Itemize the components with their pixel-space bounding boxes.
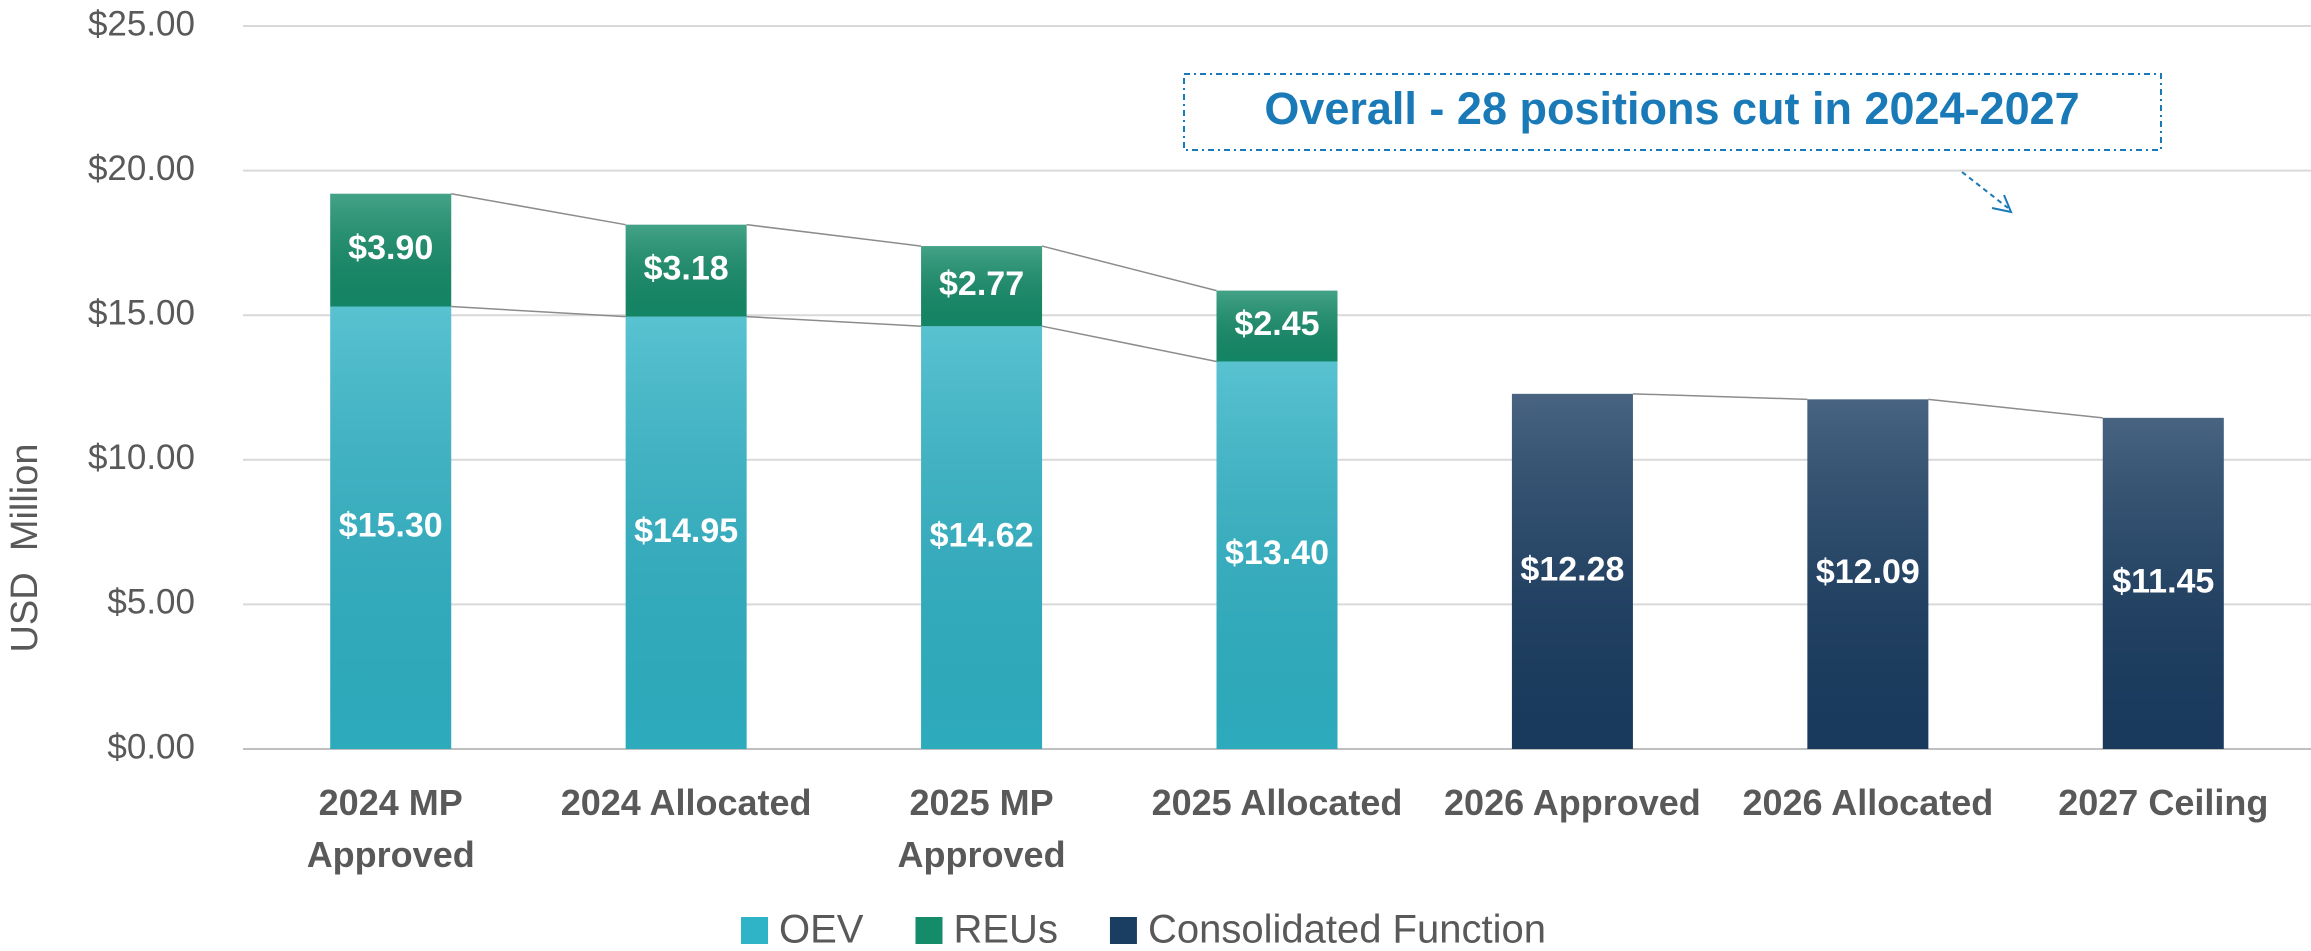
data-label: $12.28: [1520, 550, 1624, 588]
data-label: $2.45: [1234, 305, 1319, 343]
data-label: $2.77: [939, 265, 1024, 303]
bar-shade: [1216, 361, 1338, 749]
x-tick-label: 2024 Allocated: [560, 782, 812, 823]
legend-swatch: [1109, 917, 1137, 944]
data-label: $3.90: [348, 229, 433, 267]
legend-label: Consolidated Function: [1148, 908, 1546, 951]
x-tick-label: 2027 Ceiling: [2058, 782, 2269, 823]
legend-swatch: [915, 917, 943, 944]
y-tick-label: $20.00: [88, 149, 195, 188]
data-label: $14.95: [634, 512, 738, 550]
connector: [1632, 393, 1808, 401]
bar-shade: [330, 193, 452, 307]
legend-label: OEV: [779, 908, 864, 951]
bar-shade: [1511, 393, 1633, 749]
y-tick-label: $5.00: [107, 583, 195, 622]
y-tick-label: $25.00: [88, 4, 195, 43]
connector: [1041, 245, 1217, 292]
data-label: $13.40: [1225, 534, 1329, 572]
x-tick-label: 2026 Approved: [1444, 782, 1701, 823]
bar-shade: [330, 306, 452, 749]
annotation: Overall - 28 positions cut in 2024-2027: [1264, 83, 2079, 134]
data-label: $12.09: [1816, 553, 1920, 591]
x-tick-label: 2025 MP Approved: [897, 782, 1066, 875]
bar-shade: [625, 316, 747, 749]
connector: [1041, 325, 1217, 363]
y-axis-label: USD Million: [4, 443, 46, 652]
connector: [451, 192, 626, 226]
connector: [746, 315, 922, 327]
connector: [451, 305, 626, 318]
y-tick-label: $0.00: [107, 727, 195, 766]
x-tick-label: 2026 Allocated: [1742, 782, 1994, 823]
data-label: $15.30: [339, 507, 443, 545]
bar-shade: [921, 326, 1043, 749]
data-label: $11.45: [2112, 562, 2214, 600]
data-label: $3.18: [644, 250, 729, 288]
bar-shade: [921, 246, 1043, 327]
annotation-arrow: [1961, 171, 2009, 209]
bar-shade: [625, 224, 747, 317]
bar-shade: [2102, 417, 2224, 749]
x-tick-label: 2025 Allocated: [1151, 782, 1403, 823]
legend-swatch: [741, 917, 768, 944]
legend-label: REUs: [953, 908, 1057, 951]
annotation-arrowhead: [1991, 194, 2013, 214]
bar-shade: [1216, 290, 1338, 362]
annotation-box: [1183, 73, 2162, 151]
connector: [1928, 398, 2103, 419]
bar-shade: [1807, 399, 1929, 749]
y-tick-label: $15.00: [88, 293, 195, 332]
connector: [746, 223, 922, 247]
data-label: $14.62: [930, 517, 1034, 555]
x-tick-label: 2024 MP Approved: [306, 782, 475, 875]
y-tick-label: $10.00: [88, 438, 195, 477]
